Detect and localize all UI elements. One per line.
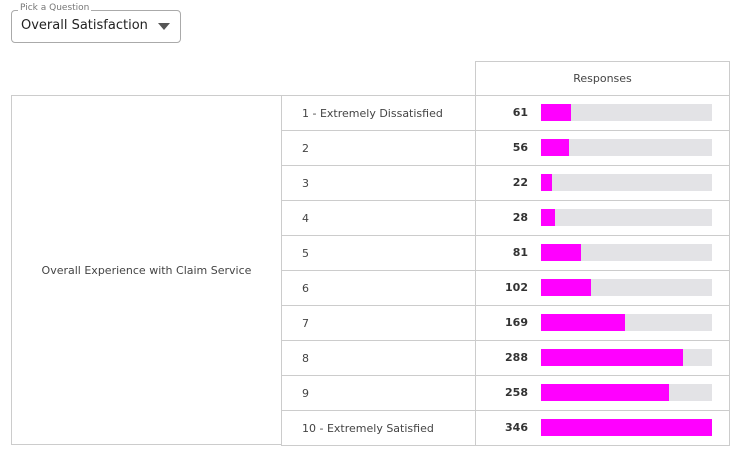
bar-track — [541, 209, 712, 226]
dropdown-value[interactable]: Overall Satisfaction — [21, 18, 148, 33]
bar — [541, 314, 625, 331]
bar — [541, 174, 552, 191]
row-value: 28 — [512, 211, 528, 224]
bar — [541, 384, 669, 401]
row-label: 2 — [281, 130, 476, 166]
row-label: 6 — [281, 270, 476, 306]
row-value: 169 — [505, 316, 528, 329]
row-label: 10 - Extremely Satisfied — [281, 410, 476, 446]
question-dropdown[interactable] — [11, 10, 181, 43]
dropdown-arrow[interactable] — [158, 23, 170, 30]
row-value: 22 — [512, 176, 528, 189]
bar — [541, 349, 684, 366]
row-label: 8 — [281, 340, 476, 376]
dropdown-label: Pick a Question — [18, 3, 92, 13]
row-value: 258 — [505, 386, 528, 399]
row-label: 4 — [281, 200, 476, 236]
bar — [541, 419, 712, 436]
row-label: 7 — [281, 305, 476, 341]
bar-track — [541, 139, 712, 156]
row-value: 56 — [512, 141, 528, 154]
row-label: 1 - Extremely Dissatisfied — [281, 95, 476, 131]
bar-track — [541, 104, 712, 121]
row-label: 9 — [281, 375, 476, 411]
row-label: 3 — [281, 165, 476, 201]
row-value: 288 — [505, 351, 528, 364]
row-value: 102 — [505, 281, 528, 294]
group-label: Overall Experience with Claim Service — [11, 95, 282, 445]
bar-track — [541, 244, 712, 261]
column-header: Responses — [475, 61, 730, 96]
row-value: 346 — [505, 421, 528, 434]
bar — [541, 279, 592, 296]
bar — [541, 244, 582, 261]
bar — [541, 104, 572, 121]
bar — [541, 139, 569, 156]
row-value: 61 — [512, 106, 528, 119]
bar-track — [541, 174, 712, 191]
row-value: 81 — [512, 246, 528, 259]
row-label: 5 — [281, 235, 476, 271]
bar — [541, 209, 555, 226]
value-cell — [475, 410, 730, 446]
